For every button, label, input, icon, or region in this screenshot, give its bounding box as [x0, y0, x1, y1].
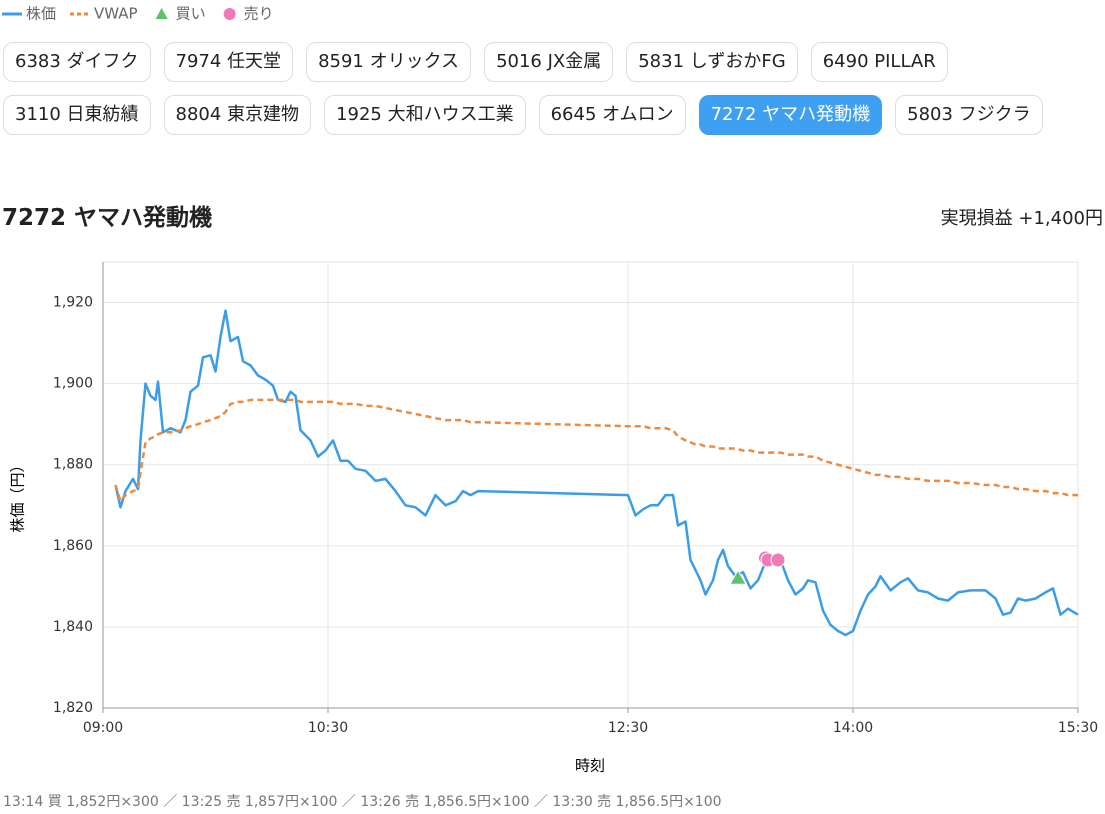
legend-label: VWAP [94, 5, 138, 23]
realized-pnl: 実現損益 +1,400円 [940, 208, 1103, 229]
legend-label: 買い [176, 5, 206, 23]
y-axis-label: 株価（円） [9, 457, 27, 532]
stock-tab[interactable]: 6490 PILLAR [810, 42, 948, 82]
x-tick-label: 12:30 [608, 720, 648, 736]
legend: 株価 VWAP 買い 売り [2, 5, 274, 23]
stock-tab[interactable]: 3110 日東紡績 [3, 95, 151, 135]
legend-label: 売り [244, 5, 274, 23]
stock-tab[interactable]: 6383 ダイフク [3, 42, 151, 82]
y-tick-label: 1,840 [53, 619, 93, 635]
y-tick-label: 1,920 [53, 295, 93, 311]
y-tick-label: 1,880 [53, 457, 93, 473]
buy-marker [729, 569, 747, 585]
stock-tab[interactable]: 1925 大和ハウス工業 [324, 95, 526, 135]
x-tick-label: 10:30 [308, 720, 348, 736]
price-line [114, 398, 1078, 503]
x-axis-label: 時刻 [575, 757, 605, 775]
stock-tab[interactable]: 5803 フジクラ [895, 95, 1043, 135]
x-tick-label: 14:00 [833, 720, 873, 736]
x-tick-label: 09:00 [83, 720, 123, 736]
price-line [114, 309, 1079, 637]
plot-frame [102, 261, 1079, 709]
stock-tab[interactable]: 5831 しずおかFG [626, 42, 798, 82]
x-tick-label: 15:30 [1058, 720, 1098, 736]
stock-tab[interactable]: 7974 任天堂 [163, 42, 294, 82]
stock-tab[interactable]: 6645 オムロン [538, 95, 686, 135]
stock-title: 7272 ヤマハ発動機 [2, 205, 213, 231]
y-tick-label: 1,860 [53, 538, 93, 554]
stock-tab[interactable]: 8591 オリックス [306, 42, 472, 82]
trade-log: 13:14 買 1,852円×300 ／ 13:25 売 1,857円×100 … [3, 794, 722, 810]
y-tick-label: 1,900 [53, 376, 93, 392]
stock-tab[interactable]: 8804 東京建物 [163, 95, 312, 135]
stock-tab[interactable]: 5016 JX金属 [484, 42, 614, 82]
y-tick-label: 1,820 [53, 700, 93, 716]
chart: 時刻 株価（円） 1,820 1,840 1,860 1,880 1,900 1,920 0… [9, 261, 1098, 775]
legend-swatch [155, 8, 168, 19]
stock-tab[interactable]: 7272 ヤマハ発動機 [698, 95, 883, 135]
legend-label: 株価 [26, 5, 56, 23]
tab-bar: 6383 ダイフク 7974 任天堂 8591 オリックス 5016 JX金属 5831… [3, 42, 1105, 135]
legend-swatch [223, 8, 236, 20]
sell-marker [770, 552, 786, 568]
